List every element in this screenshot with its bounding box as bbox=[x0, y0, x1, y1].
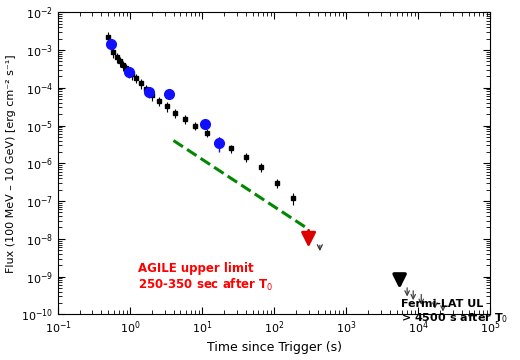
Text: AGILE upper limit
250-350 sec after T$_0$: AGILE upper limit 250-350 sec after T$_0… bbox=[138, 262, 274, 293]
Text: Fermi-LAT UL
> 4500 s after T$_0$: Fermi-LAT UL > 4500 s after T$_0$ bbox=[401, 300, 509, 325]
X-axis label: Time since Trigger (s): Time since Trigger (s) bbox=[207, 341, 342, 355]
Y-axis label: Flux (100 MeV – 10 GeV) [erg cm⁻² s⁻¹]: Flux (100 MeV – 10 GeV) [erg cm⁻² s⁻¹] bbox=[6, 54, 16, 273]
